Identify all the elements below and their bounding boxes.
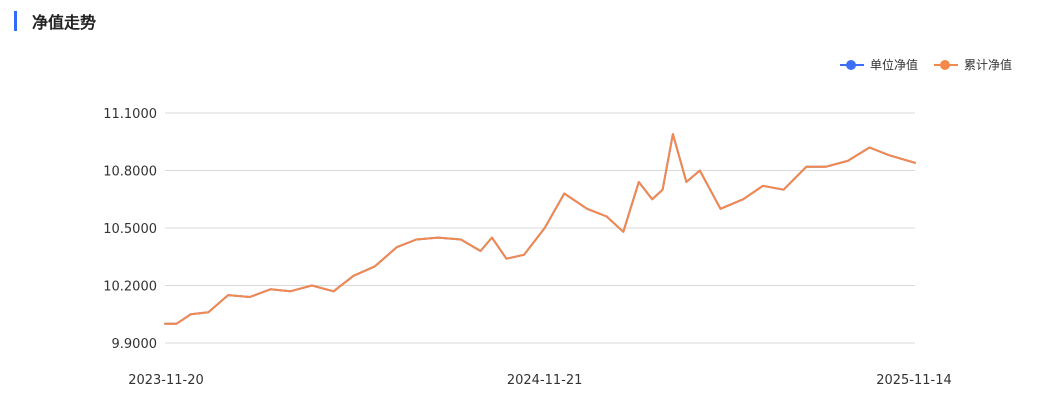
- y-tick-label: 11.1000: [103, 107, 157, 122]
- y-axis-ticks: 11.1000 10.8000 10.5000 10.2000 9.9000: [103, 107, 157, 352]
- grid-layer: [165, 112, 915, 344]
- legend-label-cumulative-nav: 累计净值: [963, 58, 1012, 72]
- chart-legend: 单位净值 累计净值: [839, 56, 1012, 73]
- legend-marker-cumulative-nav-icon: [933, 58, 958, 72]
- header-accent-bar: [14, 11, 17, 31]
- x-axis-ticks: 2023-11-20 2024-11-21 2025-11-14: [128, 373, 952, 388]
- x-tick-label: 2024-11-21: [507, 373, 583, 388]
- y-tick-label: 10.2000: [103, 280, 157, 295]
- series-line-unit-nav: [164, 133, 916, 325]
- section-header: 净值走势: [14, 10, 96, 32]
- series-layer: [164, 133, 916, 325]
- y-tick-label: 9.9000: [112, 337, 158, 352]
- x-tick-label: 2023-11-20: [128, 373, 204, 388]
- section-title: 净值走势: [32, 13, 97, 32]
- y-tick-label: 10.8000: [103, 165, 157, 180]
- legend-item-cumulative-nav[interactable]: 累计净值: [933, 56, 1012, 73]
- series-line-cumulative-nav: [164, 133, 916, 325]
- legend-dot-unit-nav: [845, 59, 856, 70]
- legend-item-unit-nav[interactable]: 单位净值: [839, 56, 918, 73]
- x-tick-label: 2025-11-14: [876, 373, 952, 388]
- legend-label-unit-nav: 单位净值: [869, 58, 918, 72]
- y-tick-label: 10.5000: [103, 222, 157, 237]
- legend-marker-unit-nav-icon: [839, 58, 864, 72]
- legend-dot-cumulative-nav: [939, 59, 950, 70]
